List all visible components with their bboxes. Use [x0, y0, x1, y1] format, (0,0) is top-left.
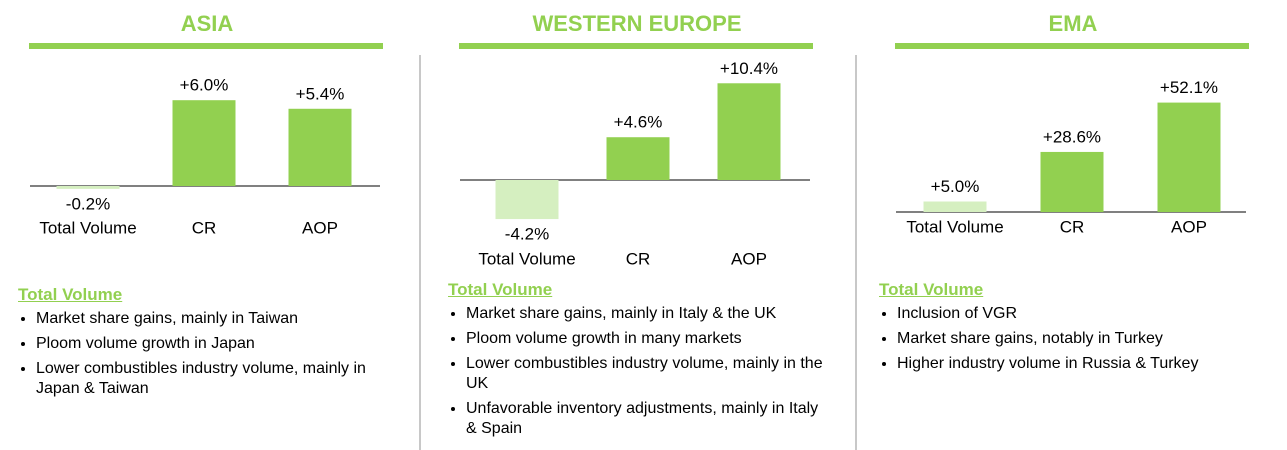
bullet: Higher industry volume in Russia & Turke…: [897, 354, 1254, 374]
value-label: -4.2%: [505, 225, 549, 244]
bullet-list: Market share gains, mainly in Italy & th…: [448, 304, 823, 439]
bar: [606, 137, 670, 180]
value-label: -0.2%: [66, 194, 110, 213]
bullet: Market share gains, mainly in Taiwan: [36, 309, 393, 329]
value-label: +5.0%: [931, 177, 980, 196]
bar: [1157, 102, 1221, 212]
notes-heading: Total Volume: [18, 285, 123, 304]
category-label: Total Volume: [906, 217, 1003, 236]
bullet: Market share gains, notably in Turkey: [897, 329, 1254, 349]
bullet: Lower combustibles industry volume, main…: [466, 354, 823, 394]
bar: [495, 180, 559, 220]
category-label: Total Volume: [478, 249, 575, 268]
bar: [923, 201, 987, 212]
value-label: +28.6%: [1043, 127, 1101, 146]
category-label: AOP: [1171, 217, 1207, 236]
bar: [56, 186, 120, 189]
category-label: Total Volume: [39, 218, 136, 237]
title-rule: [459, 43, 813, 49]
value-label: +52.1%: [1160, 78, 1218, 97]
category-label: CR: [626, 249, 651, 268]
bar: [717, 83, 781, 180]
notes-heading: Total Volume: [448, 280, 553, 299]
bullet: Unfavorable inventory adjustments, mainl…: [466, 399, 823, 439]
bar: [288, 108, 352, 186]
bar: [1040, 151, 1104, 212]
bullet: Inclusion of VGR: [897, 304, 1254, 324]
panel-title: WESTERN EUROPE: [532, 11, 741, 36]
value-label: +5.4%: [296, 84, 345, 103]
category-label: CR: [192, 218, 217, 237]
bullet: Ploom volume growth in many markets: [466, 329, 823, 349]
category-label: AOP: [731, 249, 767, 268]
notes: Total Volume Market share gains, mainly i…: [448, 280, 823, 444]
bullet: Ploom volume growth in Japan: [36, 334, 393, 354]
bullet: Lower combustibles industry volume, main…: [36, 359, 393, 399]
bullet-list: Inclusion of VGR Market share gains, nota…: [879, 304, 1254, 374]
value-label: +10.4%: [720, 59, 778, 78]
bullet: Market share gains, mainly in Italy & th…: [466, 304, 823, 324]
notes-heading: Total Volume: [879, 280, 984, 299]
bar: [172, 100, 236, 186]
value-label: +6.0%: [180, 76, 229, 95]
bullet-list: Market share gains, mainly in Taiwan Ploo…: [18, 309, 393, 399]
value-label: +4.6%: [614, 113, 663, 132]
panel-title: ASIA: [181, 11, 234, 36]
category-label: CR: [1060, 217, 1085, 236]
title-rule: [895, 43, 1249, 49]
category-label: AOP: [302, 218, 338, 237]
notes: Total Volume Inclusion of VGR Market share…: [879, 280, 1254, 379]
title-rule: [29, 43, 383, 49]
panel-title: EMA: [1049, 11, 1098, 36]
notes: Total Volume Market share gains, mainly i…: [18, 285, 393, 404]
